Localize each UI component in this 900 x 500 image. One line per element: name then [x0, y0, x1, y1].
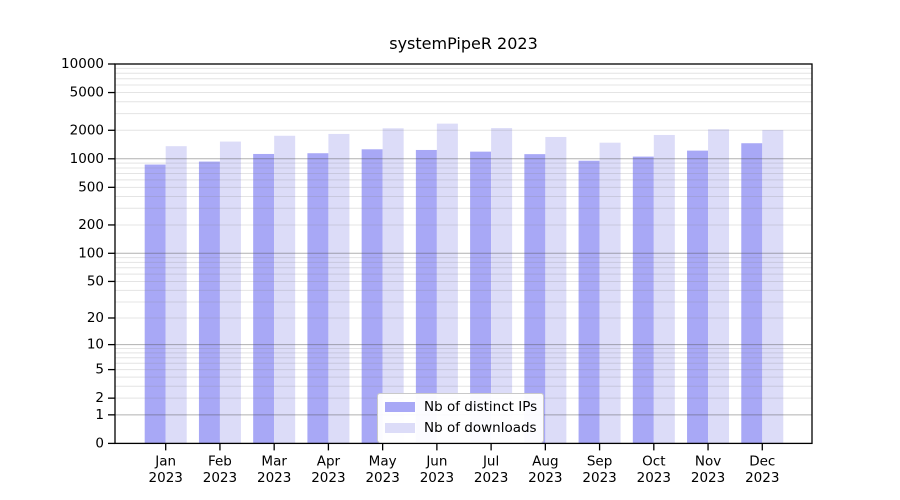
bar-downloads — [165, 146, 187, 444]
bar-distinct-ips — [361, 149, 383, 444]
y-tick-label: 5000 — [70, 85, 104, 101]
x-tick-label: May 2023 — [365, 454, 399, 487]
x-tick-label: Mar 2023 — [257, 454, 291, 487]
y-tick-label: 10000 — [61, 56, 104, 72]
x-tick-label: Jan 2023 — [149, 454, 183, 487]
y-tick-label: 500 — [78, 179, 104, 195]
x-tick-label: Feb 2023 — [203, 454, 237, 487]
y-tick-label: 1000 — [70, 151, 104, 167]
bar-downloads — [491, 128, 513, 444]
bar-downloads — [382, 128, 404, 444]
bar-downloads — [708, 129, 730, 444]
chart-title: systemPipeR 2023 — [389, 34, 538, 53]
x-tick-label: Jun 2023 — [420, 454, 454, 487]
y-tick-label: 5 — [95, 362, 104, 378]
bar-downloads — [599, 142, 621, 444]
bar-distinct-ips — [470, 151, 492, 444]
y-tick-label: 2 — [95, 390, 104, 406]
y-tick-label: 50 — [87, 273, 104, 289]
bar-distinct-ips — [144, 164, 166, 444]
legend-swatch-downloads — [385, 423, 415, 433]
bar-distinct-ips — [415, 149, 437, 444]
x-tick-label: Nov 2023 — [691, 454, 725, 487]
legend: Nb of distinct IPs Nb of downloads — [377, 393, 544, 443]
bar-distinct-ips — [524, 154, 546, 444]
bar-distinct-ips — [578, 160, 600, 444]
bar-distinct-ips — [253, 153, 275, 444]
bar-downloads — [545, 136, 567, 444]
bar-distinct-ips — [687, 150, 709, 444]
y-tick-label: 1 — [95, 407, 104, 423]
y-tick-label: 200 — [78, 217, 104, 233]
bar-downloads — [328, 133, 350, 444]
x-tick-label: Jul 2023 — [474, 454, 508, 487]
x-tick-label: Sep 2023 — [582, 454, 616, 487]
y-tick-label: 10 — [87, 337, 104, 353]
y-tick-label: 100 — [78, 245, 104, 261]
legend-swatch-distinct-ips — [385, 402, 415, 412]
bar-distinct-ips — [632, 156, 654, 444]
bar-downloads — [653, 134, 675, 444]
bar-downloads — [219, 141, 241, 444]
legend-label-distinct-ips: Nb of distinct IPs — [424, 399, 538, 415]
y-tick-label: 0 — [95, 435, 104, 451]
x-tick-label: Aug 2023 — [528, 454, 562, 487]
x-tick-label: Dec 2023 — [745, 454, 779, 487]
bar-downloads — [274, 135, 296, 444]
x-tick-label: Oct 2023 — [637, 454, 671, 487]
bar-distinct-ips — [198, 161, 220, 444]
bar-downloads — [436, 123, 458, 444]
bar-distinct-ips — [307, 153, 329, 444]
y-tick-label: 2000 — [70, 122, 104, 138]
legend-label-downloads: Nb of downloads — [424, 420, 537, 436]
legend-item-distinct-ips: Nb of distinct IPs — [385, 399, 538, 415]
x-tick-label: Apr 2023 — [311, 454, 345, 487]
y-tick-label: 20 — [87, 310, 104, 326]
bar-downloads — [762, 129, 784, 444]
bar-distinct-ips — [741, 143, 763, 444]
legend-item-downloads: Nb of downloads — [385, 420, 537, 436]
